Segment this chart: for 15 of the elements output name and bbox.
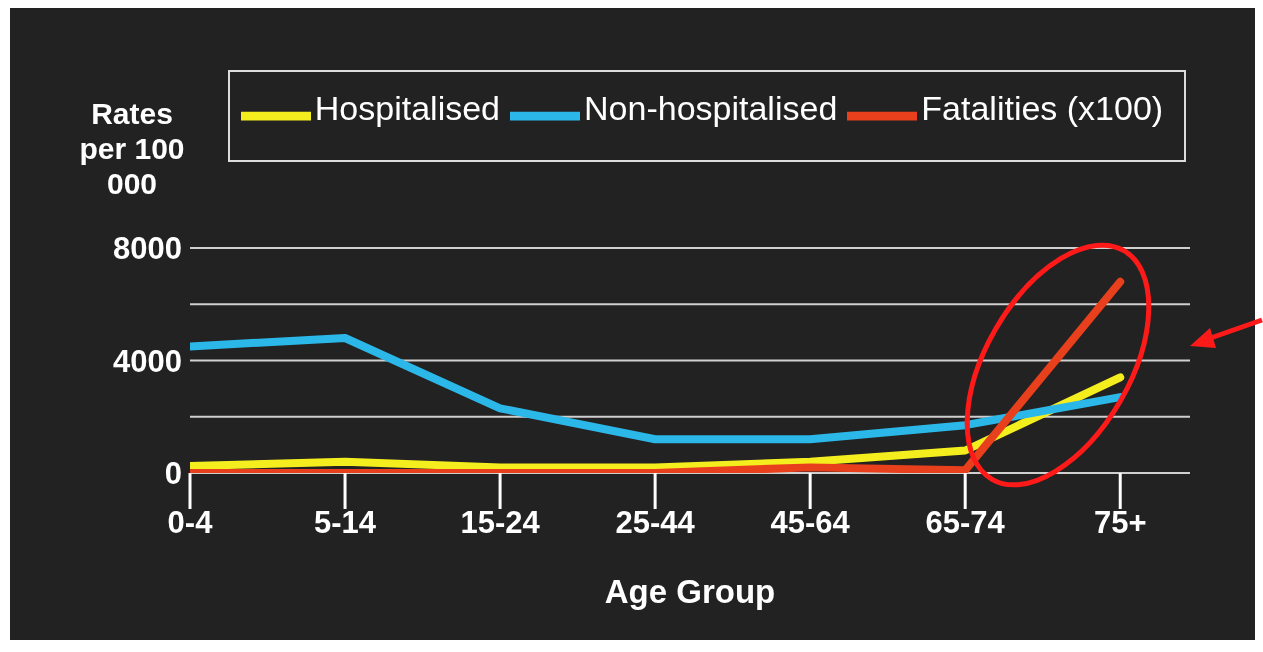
legend-label: Fatalities (x100) (921, 88, 1164, 127)
legend-label: Hospitalised (314, 88, 501, 127)
x-tick-label: 25-44 (615, 505, 696, 541)
legend-label: Non-hospitalised (584, 88, 838, 127)
x-tick-label: 75+ (1093, 505, 1147, 541)
x-axis-title: Age Group (603, 573, 777, 611)
y-tick-label: 4000 (113, 343, 182, 379)
x-tick-label: 65-74 (925, 505, 1006, 541)
x-tick-label: 15-24 (460, 505, 541, 541)
x-tick-label: 0-4 (167, 505, 214, 541)
x-tick-label: 45-64 (770, 505, 851, 541)
y-axis-title: Rates per 100 000 (78, 96, 186, 201)
y-tick-label: 0 (164, 456, 182, 492)
x-tick-label: 5-14 (314, 505, 377, 541)
y-tick-label: 8000 (113, 231, 182, 267)
